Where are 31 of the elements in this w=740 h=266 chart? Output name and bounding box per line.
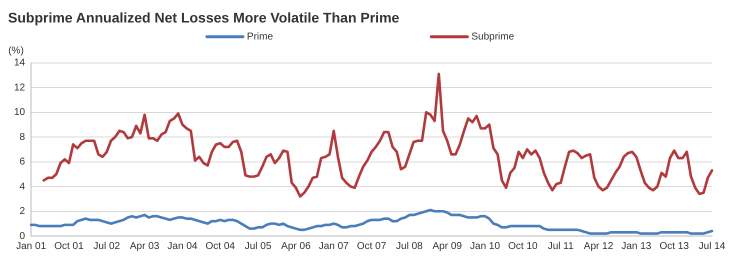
x-tick-label: Jul 02 <box>93 240 121 252</box>
x-tick-label: Jul 14 <box>698 240 726 252</box>
x-tick-label: Oct 13 <box>659 240 690 252</box>
x-tick-label: Oct 01 <box>54 240 84 252</box>
y-tick-label: 12 <box>14 82 26 94</box>
y-tick-label: 14 <box>14 58 26 69</box>
x-tick-label: Jan 07 <box>318 240 350 252</box>
x-tick-label: Jul 11 <box>548 240 574 252</box>
x-tick-label: Apr 03 <box>130 240 160 252</box>
y-tick-label: 10 <box>14 107 26 118</box>
x-tick-label: Apr 12 <box>584 240 614 252</box>
chart-title: Subprime Annualized Net Losses More Volatile Than Prime <box>8 9 400 26</box>
y-tick-label: 8 <box>20 132 26 143</box>
legend-label: Subprime <box>471 32 515 43</box>
x-tick-label: Jul 05 <box>244 240 272 252</box>
x-tick-label: Jan 13 <box>621 240 652 252</box>
x-tick-label: Oct 10 <box>508 240 538 252</box>
x-tick-label: Oct 04 <box>206 240 236 252</box>
y-tick-label: 0 <box>20 230 26 242</box>
x-tick-label: Jan 10 <box>470 240 500 252</box>
x-tick-label: Jul 08 <box>396 240 424 252</box>
x-tick-label: Jan 04 <box>167 240 198 252</box>
y-tick-label: 2 <box>20 206 26 218</box>
x-tick-label: Jan 01 <box>16 240 47 252</box>
y-tick-label: 6 <box>20 156 26 168</box>
x-tick-label: Apr 09 <box>432 240 462 252</box>
legend-label: Prime <box>246 32 274 43</box>
x-tick-label: Apr 06 <box>281 240 312 252</box>
y-axis-title: (%) <box>8 46 24 57</box>
y-tick-label: 4 <box>20 181 26 192</box>
x-tick-label: Oct 07 <box>356 240 387 252</box>
